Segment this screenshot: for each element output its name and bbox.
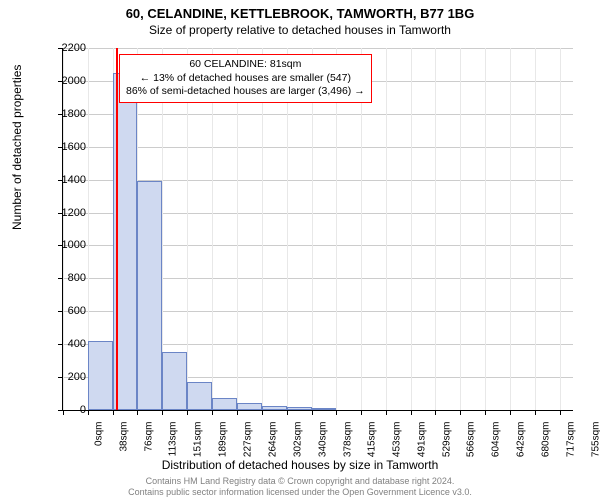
x-tick-label: 38sqm <box>119 422 130 462</box>
gridline-v <box>510 48 511 410</box>
gridline-v <box>485 48 486 410</box>
x-tick-mark <box>535 410 536 415</box>
x-tick-mark <box>560 410 561 415</box>
y-tick-label: 1000 <box>46 239 86 251</box>
footer-line2: Contains public sector information licen… <box>0 487 600 498</box>
x-tick-mark <box>187 410 188 415</box>
x-tick-label: 491sqm <box>417 422 428 462</box>
chart-container: 60, CELANDINE, KETTLEBROOK, TAMWORTH, B7… <box>0 0 600 500</box>
x-tick-label: 113sqm <box>168 422 179 462</box>
gridline-v <box>386 48 387 410</box>
x-tick-mark <box>137 410 138 415</box>
reference-line <box>116 48 118 410</box>
x-tick-mark <box>361 410 362 415</box>
y-tick-label: 600 <box>46 305 86 317</box>
x-tick-label: 227sqm <box>243 422 254 462</box>
gridline-v <box>411 48 412 410</box>
y-tick-label: 400 <box>46 338 86 350</box>
x-tick-label: 680sqm <box>541 422 552 462</box>
histogram-bar <box>187 382 212 410</box>
y-tick-label: 800 <box>46 272 86 284</box>
x-tick-label: 340sqm <box>317 422 328 462</box>
x-tick-mark <box>237 410 238 415</box>
chart-title-sub: Size of property relative to detached ho… <box>0 21 600 37</box>
x-tick-mark <box>287 410 288 415</box>
annotation-line1: 60 CELANDINE: 81sqm <box>126 58 365 72</box>
y-tick-label: 1600 <box>46 141 86 153</box>
y-tick-label: 0 <box>46 404 86 416</box>
x-tick-label: 529sqm <box>442 422 453 462</box>
gridline-v <box>63 48 64 410</box>
x-tick-label: 76sqm <box>144 422 155 462</box>
x-tick-mark <box>435 410 436 415</box>
histogram-bar <box>262 406 287 410</box>
x-tick-mark <box>212 410 213 415</box>
x-tick-label: 378sqm <box>342 422 353 462</box>
x-tick-mark <box>510 410 511 415</box>
histogram-bar <box>137 181 162 410</box>
x-tick-mark <box>460 410 461 415</box>
x-tick-mark <box>485 410 486 415</box>
x-tick-mark <box>88 410 89 415</box>
annotation-line2: ← 13% of detached houses are smaller (54… <box>126 72 365 86</box>
y-tick-label: 1200 <box>46 207 86 219</box>
x-tick-label: 151sqm <box>193 422 204 462</box>
annotation-line3: 86% of semi-detached houses are larger (… <box>126 85 365 99</box>
gridline-h <box>63 48 573 49</box>
x-tick-mark <box>312 410 313 415</box>
x-tick-label: 302sqm <box>292 422 303 462</box>
x-tick-mark <box>411 410 412 415</box>
x-tick-label: 0sqm <box>94 422 105 462</box>
histogram-bar <box>212 398 236 410</box>
x-tick-mark <box>262 410 263 415</box>
gridline-h <box>63 114 573 115</box>
x-tick-label: 717sqm <box>565 422 576 462</box>
chart-title-main: 60, CELANDINE, KETTLEBROOK, TAMWORTH, B7… <box>0 0 600 21</box>
y-tick-label: 2200 <box>46 42 86 54</box>
y-tick-label: 1800 <box>46 108 86 120</box>
plot-area: 60 CELANDINE: 81sqm ← 13% of detached ho… <box>62 48 573 411</box>
x-tick-label: 642sqm <box>516 422 527 462</box>
annotation-box: 60 CELANDINE: 81sqm ← 13% of detached ho… <box>119 54 372 103</box>
x-tick-label: 189sqm <box>218 422 229 462</box>
gridline-v <box>435 48 436 410</box>
gridline-v <box>560 48 561 410</box>
footer-text: Contains HM Land Registry data © Crown c… <box>0 476 600 498</box>
histogram-bar <box>237 403 262 410</box>
y-tick-label: 200 <box>46 371 86 383</box>
x-tick-label: 415sqm <box>367 422 378 462</box>
gridline-v <box>535 48 536 410</box>
x-tick-label: 755sqm <box>590 422 600 462</box>
gridline-v <box>460 48 461 410</box>
y-axis-label: Number of detached properties <box>10 65 24 230</box>
x-tick-mark <box>113 410 114 415</box>
x-tick-label: 453sqm <box>392 422 403 462</box>
histogram-bar <box>287 407 312 410</box>
x-tick-mark <box>336 410 337 415</box>
histogram-bar <box>312 408 336 410</box>
y-tick-label: 1400 <box>46 174 86 186</box>
x-tick-label: 264sqm <box>267 422 278 462</box>
x-tick-label: 566sqm <box>466 422 477 462</box>
gridline-h <box>63 147 573 148</box>
x-tick-mark <box>386 410 387 415</box>
x-tick-label: 604sqm <box>491 422 502 462</box>
footer-line1: Contains HM Land Registry data © Crown c… <box>0 476 600 487</box>
y-tick-label: 2000 <box>46 75 86 87</box>
x-tick-mark <box>162 410 163 415</box>
histogram-bar <box>162 352 187 410</box>
histogram-bar <box>88 341 113 410</box>
